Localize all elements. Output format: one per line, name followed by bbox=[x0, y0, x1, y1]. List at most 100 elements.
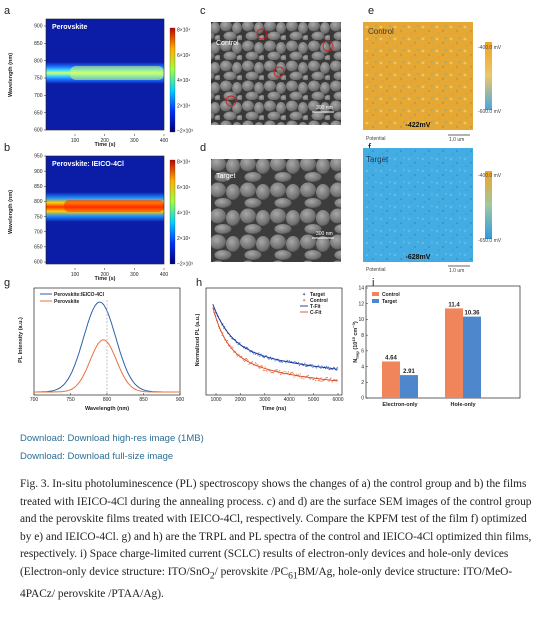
trpl-point-target bbox=[254, 353, 256, 355]
plot-i-frame bbox=[365, 285, 521, 399]
y-tick-label: 750 bbox=[34, 76, 43, 82]
trpl-point-target bbox=[246, 347, 248, 349]
download-high-res-link[interactable]: Download: Download high-res image (1MB) bbox=[20, 433, 204, 444]
trpl-point-control bbox=[283, 370, 285, 372]
trpl-point-control bbox=[303, 378, 305, 380]
trpl-point-target bbox=[285, 362, 287, 364]
panel-g-xlabel: Wavelength (nm) bbox=[85, 406, 129, 412]
colorbar-tick-label: 6×10⁴ bbox=[177, 185, 190, 191]
x-tick-label: 300 bbox=[130, 138, 139, 144]
legend-i-control-swatch bbox=[372, 292, 379, 296]
colorbar-e bbox=[485, 42, 492, 110]
trpl-point-control bbox=[293, 376, 295, 378]
y-tick-label: 6 bbox=[361, 349, 364, 355]
pinhole-marker bbox=[273, 66, 285, 78]
trpl-point-target bbox=[320, 367, 322, 369]
y-tick-label: 8 bbox=[361, 333, 364, 339]
trpl-point-target bbox=[281, 361, 283, 363]
trpl-point-target bbox=[327, 366, 329, 368]
trpl-point-target bbox=[270, 356, 272, 358]
y-tick-label: 800 bbox=[34, 199, 43, 205]
trpl-point-control bbox=[285, 371, 287, 373]
panel-a-title: Perovskite bbox=[52, 24, 88, 31]
trpl-point-control bbox=[261, 365, 263, 367]
trpl-point-control bbox=[288, 371, 290, 373]
x-tick-label: 200 bbox=[100, 272, 109, 278]
bar-value-label: 11.4 bbox=[448, 302, 460, 308]
trpl-point-control bbox=[261, 365, 264, 367]
trpl-point-control bbox=[291, 371, 293, 374]
trpl-point-control bbox=[271, 371, 273, 374]
trpl-point-control bbox=[321, 380, 323, 382]
trpl-point-control bbox=[251, 361, 253, 363]
panel-b-xlabel: Time (s) bbox=[95, 276, 116, 282]
trpl-point-control bbox=[307, 374, 309, 376]
panel-f-potential: Potential bbox=[366, 267, 385, 273]
trpl-point-control bbox=[315, 380, 317, 382]
trpl-point-target bbox=[287, 359, 289, 362]
trpl-point-target bbox=[257, 354, 259, 356]
trpl-point-control bbox=[221, 334, 223, 336]
sem-image-target bbox=[211, 159, 341, 262]
trpl-point-control bbox=[290, 372, 292, 374]
trpl-point-control bbox=[263, 369, 265, 372]
trpl-point-target bbox=[336, 367, 338, 369]
x-tick-label: 100 bbox=[71, 272, 80, 278]
trpl-point-control bbox=[335, 379, 337, 381]
bar-category-label: Electron-only bbox=[382, 402, 418, 408]
trpl-point-target bbox=[325, 365, 327, 368]
panel-h-xlabel: Time (ns) bbox=[262, 406, 287, 412]
colorbar-tick-label: 2×10⁴ bbox=[177, 103, 190, 109]
bar-control-electron-only bbox=[382, 361, 400, 398]
y-tick-label: 14 bbox=[358, 286, 364, 292]
trpl-point-control bbox=[280, 373, 282, 375]
colorbar-f-bottom: -650.0 mV bbox=[478, 238, 502, 244]
trpl-fit-control bbox=[212, 307, 338, 382]
bar-value-label: 2.91 bbox=[403, 369, 415, 375]
plot-h-frame bbox=[205, 287, 343, 396]
trpl-point-control bbox=[309, 378, 311, 380]
trpl-point-target bbox=[252, 353, 255, 355]
trpl-point-control bbox=[330, 377, 332, 379]
heatmap-b-core bbox=[64, 200, 164, 212]
trpl-point-target bbox=[274, 360, 276, 362]
x-tick-label: 200 bbox=[100, 138, 109, 144]
x-tick-label: 4000 bbox=[284, 397, 295, 403]
trpl-point-control bbox=[287, 372, 289, 374]
kpfm-map-control bbox=[363, 22, 473, 130]
panel-b-ylabel: Wavelength (nm) bbox=[8, 190, 14, 234]
trpl-point-control bbox=[245, 357, 247, 360]
trpl-point-target bbox=[297, 361, 300, 364]
trpl-point-control bbox=[296, 373, 298, 375]
panel-e-value: -422mV bbox=[406, 122, 431, 129]
x-tick-label: 800 bbox=[103, 397, 112, 403]
colorbar-b-labels: 8×10⁴ 6×10⁴ 4×10⁴ 2×10⁴ −2×10³ bbox=[177, 160, 193, 268]
trpl-point-control bbox=[325, 377, 327, 379]
trpl-point-target bbox=[288, 360, 291, 362]
trpl-point-target bbox=[311, 363, 313, 366]
download-links: Download: Download high-res image (1MB) … bbox=[20, 430, 530, 466]
trpl-point-target bbox=[296, 362, 298, 364]
trpl-point-control bbox=[241, 355, 243, 357]
trpl-point-target bbox=[306, 365, 308, 367]
bar-category-label: Hole-only bbox=[450, 402, 476, 408]
trpl-point-control bbox=[301, 377, 303, 379]
trpl-point-target bbox=[333, 366, 335, 368]
x-tick-label: 3000 bbox=[259, 397, 270, 403]
colorbar-a-labels: 8×10⁴ 6×10⁴ 4×10⁴ 2×10⁴ −2×10³ bbox=[177, 28, 193, 135]
panel-e-potential: Potential bbox=[366, 136, 385, 142]
panel-a-xticks: 100 200 300 400 bbox=[71, 134, 168, 144]
trpl-point-control bbox=[292, 372, 294, 374]
trpl-point-target bbox=[259, 355, 261, 357]
trpl-point-control bbox=[266, 370, 268, 372]
trpl-point-control bbox=[252, 361, 254, 363]
trpl-point-control bbox=[329, 378, 331, 380]
trpl-point-target bbox=[262, 356, 264, 358]
trpl-point-control bbox=[279, 369, 281, 372]
legend-h-cfit: C-Fit bbox=[310, 310, 322, 316]
trpl-point-control bbox=[269, 370, 271, 372]
download-full-size-link[interactable]: Download: Download full-size image bbox=[20, 451, 174, 462]
y-tick-label: 4 bbox=[361, 364, 364, 370]
trpl-point-control bbox=[265, 369, 267, 372]
